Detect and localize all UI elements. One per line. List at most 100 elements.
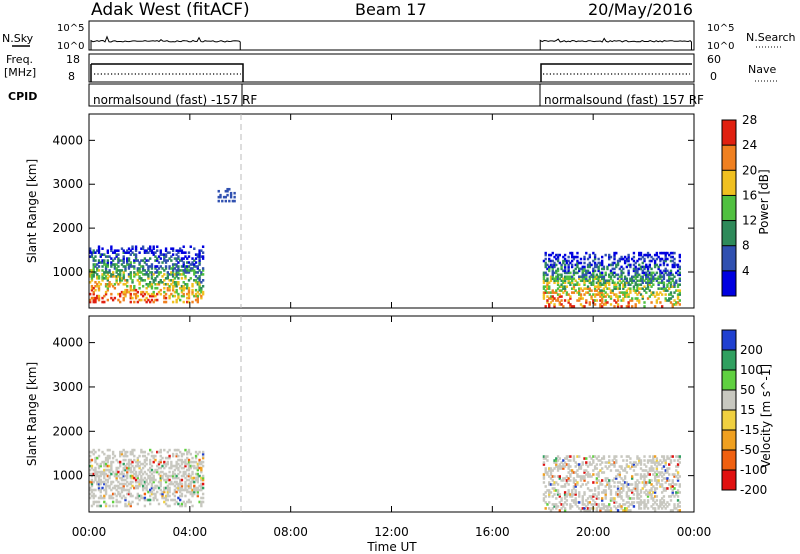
echo-cell [592, 495, 595, 498]
echo-cell [678, 273, 681, 277]
echo-cell [198, 249, 201, 252]
echo-cell [201, 460, 205, 464]
echo-cell [671, 305, 674, 308]
echo-cell [106, 478, 110, 482]
power-colorbar-label: Power [dB] [757, 169, 771, 234]
echo-cell [120, 452, 124, 456]
echo-cell [89, 492, 92, 496]
echo-cell [118, 452, 122, 456]
echo-cell [576, 505, 579, 508]
echo-cell [189, 452, 192, 456]
echo-cell [549, 291, 553, 294]
echo-cell [141, 450, 145, 454]
echo-cell [184, 470, 187, 474]
echo-cell [660, 257, 664, 261]
echo-cell [618, 503, 621, 506]
echo-cell [110, 249, 113, 252]
echo-cell [180, 502, 184, 506]
echo-cell [548, 481, 551, 484]
echo-cell [668, 297, 671, 300]
echo-cell [104, 482, 108, 486]
echo-cell [187, 296, 191, 300]
echo-cell [110, 282, 113, 286]
echo-cell [553, 291, 556, 294]
echo-cell [154, 279, 157, 282]
echo-cell [646, 501, 650, 504]
echo-cell [623, 285, 627, 288]
echo-cell [175, 482, 178, 486]
echo-cell [196, 300, 200, 304]
echo-cell [578, 501, 581, 504]
echo-cell [622, 485, 625, 488]
echo-cell [585, 483, 588, 486]
echo-cell [159, 480, 162, 484]
echo-cell [671, 481, 674, 484]
echo-cell [126, 492, 129, 496]
echo-cell [655, 293, 659, 296]
echo-cell [586, 257, 590, 261]
echo-cell [632, 255, 636, 259]
echo-cell [198, 259, 201, 262]
echo-cell [170, 466, 173, 470]
echo-cell [588, 303, 591, 306]
echo-cell [140, 482, 143, 486]
echo-cell [576, 483, 579, 486]
echo-cell [657, 471, 660, 474]
echo-cell [147, 282, 150, 286]
echo-cell [124, 251, 127, 254]
echo-cell [609, 489, 613, 492]
echo-cell [662, 269, 666, 273]
echo-cell [187, 462, 191, 466]
echo-cell [563, 299, 567, 302]
echo-cell [572, 471, 576, 474]
echo-cell [669, 285, 673, 288]
echo-cell [180, 492, 184, 496]
echo-cell [630, 281, 634, 285]
echo-cell [643, 503, 646, 506]
echo-cell [639, 507, 643, 510]
echo-cell [586, 269, 590, 273]
echo-cell [168, 478, 171, 482]
echo-cell [645, 277, 648, 281]
echo-cell [229, 193, 233, 197]
echo-cell [196, 468, 200, 472]
echo-cell [604, 299, 607, 302]
colorbar-tick-label: 8 [742, 239, 750, 253]
echo-cell [118, 294, 122, 298]
echo-cell [546, 277, 549, 281]
echo-cell [567, 267, 570, 271]
echo-cell [150, 249, 154, 252]
echo-cell [187, 450, 191, 454]
echo-cell [90, 253, 94, 256]
echo-cell [180, 486, 184, 490]
echo-cell [548, 501, 551, 504]
echo-cell [134, 296, 138, 300]
echo-cell [161, 496, 164, 500]
echo-cell [226, 193, 229, 197]
echo-cell [676, 495, 680, 498]
echo-cell [588, 289, 591, 292]
echo-cell [618, 493, 621, 496]
echo-cell [634, 487, 637, 490]
echo-cell [548, 493, 551, 496]
echo-cell [154, 286, 157, 290]
echo-cell [625, 471, 629, 474]
echo-cell [122, 296, 125, 300]
echo-cell [89, 472, 92, 476]
echo-cell [150, 478, 154, 482]
echo-cell [583, 305, 586, 308]
echo-cell [664, 507, 667, 510]
echo-cell [154, 282, 157, 286]
echo-cell [201, 486, 205, 490]
echo-cell [563, 257, 567, 261]
echo-cell [97, 247, 101, 251]
echo-cell [113, 492, 117, 496]
echo-cell [600, 289, 604, 292]
echo-cell [104, 484, 108, 488]
echo-cell [549, 477, 553, 480]
echo-cell [627, 509, 630, 512]
echo-cell [115, 500, 118, 504]
echo-cell [134, 288, 138, 292]
echo-cell [585, 509, 588, 512]
echo-cell [138, 478, 141, 482]
